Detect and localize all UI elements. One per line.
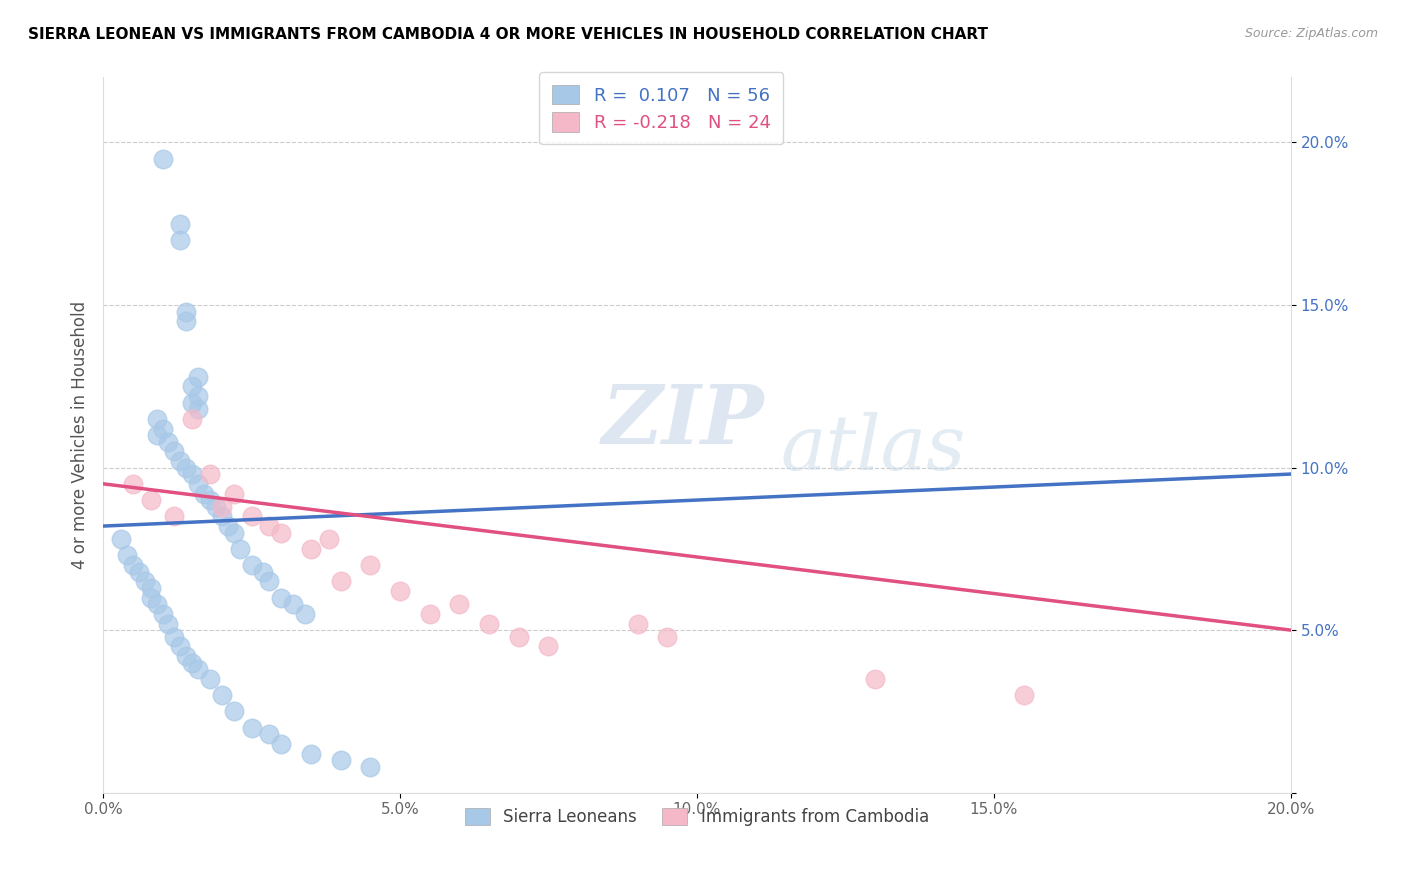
Point <box>259 519 281 533</box>
Point <box>163 444 186 458</box>
Point <box>110 532 132 546</box>
Point <box>128 565 150 579</box>
Point <box>152 152 174 166</box>
Point <box>217 519 239 533</box>
Point <box>169 640 191 654</box>
Point <box>270 737 292 751</box>
Point <box>174 314 197 328</box>
Text: Source: ZipAtlas.com: Source: ZipAtlas.com <box>1244 27 1378 40</box>
Point <box>181 411 204 425</box>
Point <box>187 389 209 403</box>
Point <box>419 607 441 621</box>
Point <box>259 574 281 589</box>
Point <box>240 721 263 735</box>
Point <box>181 395 204 409</box>
Point <box>187 476 209 491</box>
Point <box>157 616 180 631</box>
Point <box>281 597 304 611</box>
Point <box>115 549 138 563</box>
Point <box>163 509 186 524</box>
Point <box>537 640 560 654</box>
Point <box>270 591 292 605</box>
Point <box>152 607 174 621</box>
Point <box>318 532 340 546</box>
Point <box>187 369 209 384</box>
Point <box>198 467 221 481</box>
Point <box>181 467 204 481</box>
Point <box>240 558 263 573</box>
Legend: Sierra Leoneans, Immigrants from Cambodia: Sierra Leoneans, Immigrants from Cambodi… <box>457 799 936 834</box>
Point <box>252 565 274 579</box>
Point <box>152 421 174 435</box>
Point <box>169 233 191 247</box>
Point <box>121 476 143 491</box>
Point <box>181 656 204 670</box>
Text: atlas: atlas <box>780 412 966 486</box>
Point <box>187 662 209 676</box>
Point <box>211 500 233 514</box>
Point <box>657 630 679 644</box>
Point <box>145 428 167 442</box>
Point <box>205 500 228 514</box>
Point <box>134 574 156 589</box>
Point <box>299 541 322 556</box>
Point <box>139 591 162 605</box>
Text: ZIP: ZIP <box>602 381 765 461</box>
Point <box>240 509 263 524</box>
Point <box>193 486 215 500</box>
Point <box>139 493 162 508</box>
Point <box>259 727 281 741</box>
Point <box>163 630 186 644</box>
Point <box>626 616 648 631</box>
Point <box>359 759 381 773</box>
Point <box>145 411 167 425</box>
Point <box>145 597 167 611</box>
Point <box>329 753 352 767</box>
Point <box>222 705 245 719</box>
Point <box>329 574 352 589</box>
Point <box>211 688 233 702</box>
Point <box>169 454 191 468</box>
Point <box>508 630 530 644</box>
Point <box>157 434 180 449</box>
Point <box>198 672 221 686</box>
Point <box>139 581 162 595</box>
Point <box>222 486 245 500</box>
Point <box>181 379 204 393</box>
Point <box>359 558 381 573</box>
Point <box>299 747 322 761</box>
Y-axis label: 4 or more Vehicles in Household: 4 or more Vehicles in Household <box>72 301 89 569</box>
Point <box>222 525 245 540</box>
Point <box>211 509 233 524</box>
Point <box>449 597 471 611</box>
Point <box>174 649 197 664</box>
Point <box>294 607 316 621</box>
Point <box>478 616 501 631</box>
Text: SIERRA LEONEAN VS IMMIGRANTS FROM CAMBODIA 4 OR MORE VEHICLES IN HOUSEHOLD CORRE: SIERRA LEONEAN VS IMMIGRANTS FROM CAMBOD… <box>28 27 988 42</box>
Point <box>1012 688 1035 702</box>
Point <box>270 525 292 540</box>
Point <box>174 460 197 475</box>
Point <box>863 672 886 686</box>
Point <box>198 493 221 508</box>
Point <box>228 541 250 556</box>
Point <box>169 217 191 231</box>
Point <box>187 402 209 417</box>
Point <box>389 584 412 599</box>
Point <box>174 304 197 318</box>
Point <box>121 558 143 573</box>
